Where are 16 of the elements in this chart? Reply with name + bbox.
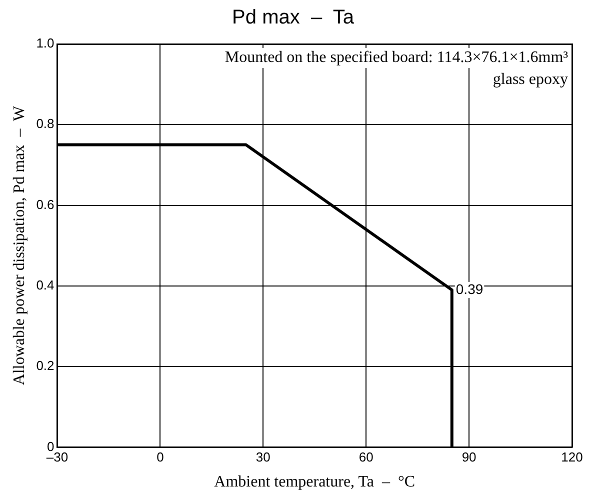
y-axis-title: Allowable power dissipation, Pd max – W [10, 105, 28, 386]
x-tick-label: 0 [156, 450, 164, 465]
annotation: Mounted on the specified board: 114.3×76.1×1.6mm³ [224, 49, 568, 66]
x-tick-label: 30 [256, 450, 270, 465]
annotation: glass epoxy [492, 71, 568, 88]
y-tick-label: 0.8 [36, 116, 54, 132]
annotation: 0.39 [456, 280, 484, 297]
x-tick-label: 120 [561, 450, 583, 465]
y-tick-label: 0.6 [36, 196, 54, 212]
x-axis-title: Ambient temperature, Ta – °C [214, 474, 416, 491]
x-tick-label: 90 [462, 450, 476, 465]
y-tick-label: 1.0 [36, 36, 54, 51]
x-tick-label: 60 [358, 450, 374, 465]
chart-title: Pd max – Ta [232, 6, 355, 29]
y-tick-label: 0.2 [36, 358, 54, 374]
y-tick-label: 0.4 [36, 278, 54, 292]
